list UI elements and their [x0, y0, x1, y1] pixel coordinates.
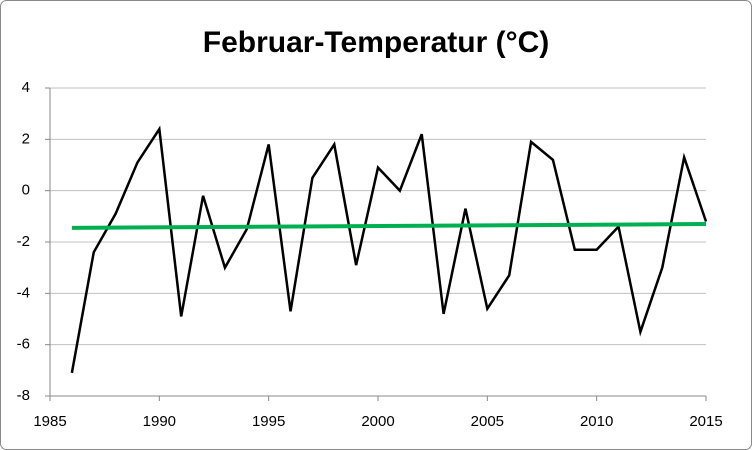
y-tick-label: -4: [17, 284, 30, 301]
x-tick-label: 1990: [143, 413, 176, 430]
y-tick-label: -2: [17, 233, 30, 250]
x-tick-label: 2015: [689, 413, 722, 430]
y-tick-label: -8: [17, 387, 30, 404]
y-tick-label: 4: [22, 79, 30, 96]
data-line: [70, 125, 708, 374]
x-tick-label: 2000: [361, 413, 394, 430]
x-tick-label: 1995: [252, 413, 285, 430]
y-tick-label: 2: [22, 130, 30, 147]
x-tick-label: 1985: [33, 413, 66, 430]
chart-title: Februar-Temperatur (°C): [203, 26, 549, 59]
x-tick-label: 2005: [471, 413, 504, 430]
x-tick-label: 2010: [580, 413, 613, 430]
y-tick-label: 0: [22, 182, 30, 199]
data-line: [71, 222, 707, 230]
y-tick-label: -6: [17, 336, 30, 353]
